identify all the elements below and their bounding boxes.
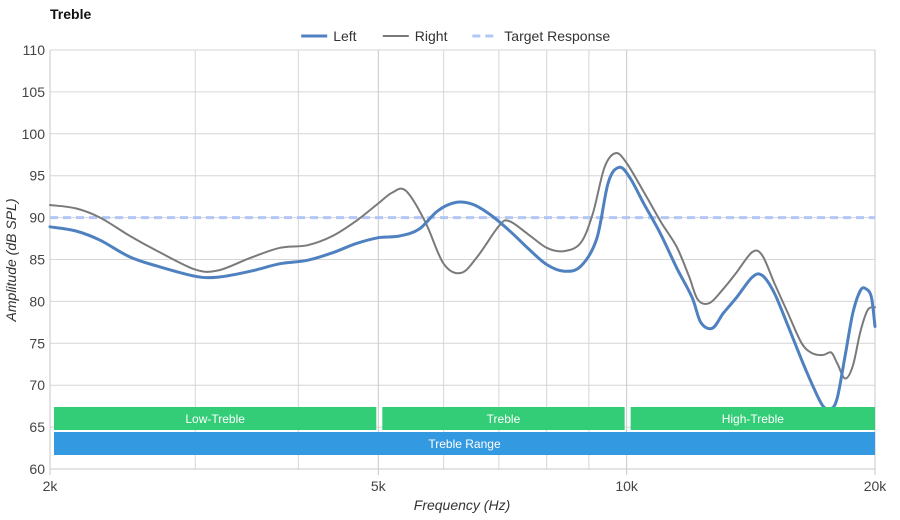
legend-label-target-response: Target Response <box>504 28 610 44</box>
y-tick-label: 90 <box>29 210 45 226</box>
x-axis-title: Frequency (Hz) <box>414 497 510 513</box>
y-tick-label: 100 <box>22 126 46 142</box>
series-line-left <box>48 165 877 412</box>
y-tick-label: 85 <box>29 252 45 268</box>
band-label-treble-range: Treble Range <box>428 437 501 451</box>
legend-label-right: Right <box>415 28 448 44</box>
band-treble <box>382 407 625 430</box>
band-low-treble <box>54 407 377 430</box>
y-tick-label: 60 <box>29 461 45 477</box>
chart-series <box>48 152 877 412</box>
y-axis-ticks: 60 65 70 75 80 85 90 95 100 105 110 <box>22 42 46 477</box>
y-tick-label: 80 <box>29 293 45 309</box>
y-tick-label: 110 <box>23 42 46 58</box>
x-tick-label: 5k <box>371 478 387 494</box>
band-label-treble: Treble <box>487 412 521 426</box>
x-tick-label: 2k <box>43 478 59 494</box>
x-tick-label: 10k <box>615 478 639 494</box>
y-tick-label: 75 <box>29 335 45 351</box>
chart-title: Treble <box>50 6 91 22</box>
y-axis-title: Amplitude (dB SPL) <box>3 199 19 323</box>
x-tick-label: 20k <box>864 478 888 494</box>
y-tick-label: 95 <box>29 168 45 184</box>
frequency-range-bands: Low-Treble Treble High-Treble Treble Range <box>54 407 875 455</box>
y-tick-label: 105 <box>22 84 46 100</box>
x-axis-ticks: 2k 5k 10k 20k <box>43 478 888 494</box>
band-label-low-treble: Low-Treble <box>185 412 245 426</box>
series-line-right <box>49 152 876 380</box>
band-treble-range <box>54 432 875 455</box>
legend-label-left: Left <box>333 28 356 44</box>
band-high-treble <box>630 407 875 430</box>
y-tick-label: 65 <box>29 419 45 435</box>
chart-legend: Left Right Target Response <box>301 28 610 44</box>
chart-grid <box>49 49 876 475</box>
band-label-high-treble: High-Treble <box>722 412 785 426</box>
y-tick-label: 70 <box>29 377 45 393</box>
